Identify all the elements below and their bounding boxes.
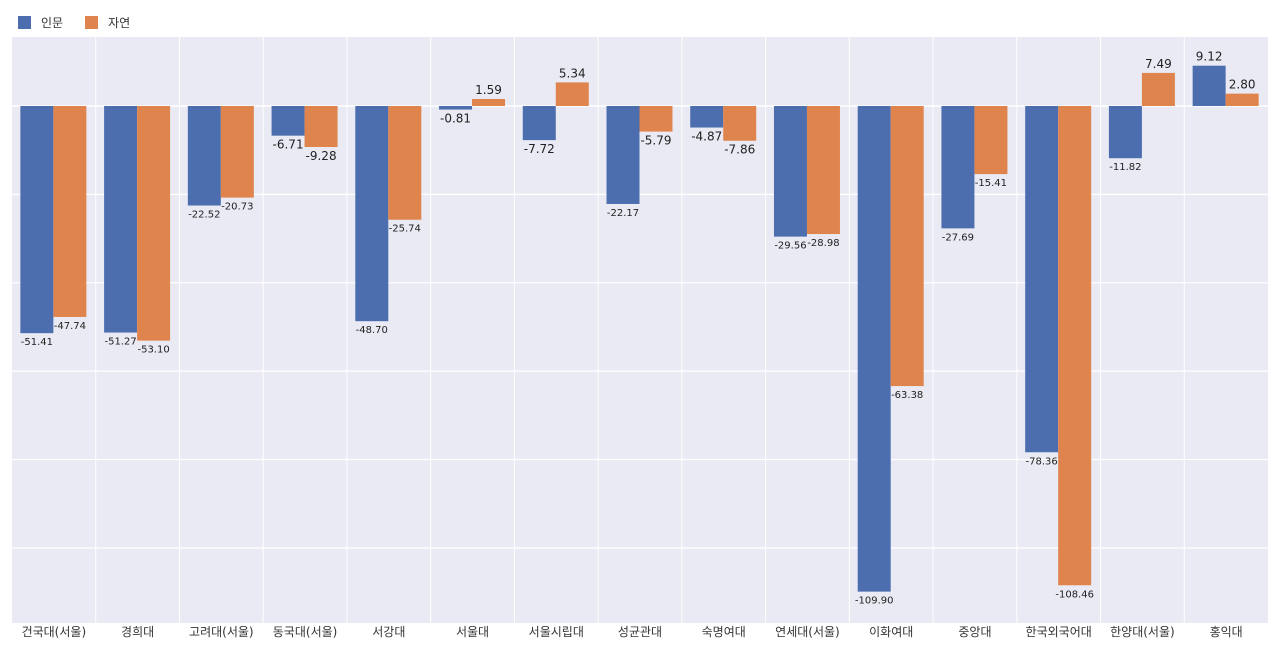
category-label: 동국대(서울) [273,625,338,639]
bar-humanities[interactable] [20,106,54,334]
data-label: -63.38 [891,390,923,401]
data-label: -22.17 [607,208,639,219]
data-label: -28.98 [807,238,839,249]
data-label: -7.72 [524,142,555,156]
data-label: -29.56 [774,241,806,252]
bar-natural-sciences[interactable] [974,106,1008,175]
category-label: 한양대(서울) [1110,625,1175,639]
data-label: -53.10 [137,345,169,356]
data-label: -25.74 [389,224,421,235]
bar-humanities[interactable] [355,106,389,322]
data-label: -15.41 [975,178,1007,189]
bar-natural-sciences[interactable] [890,106,924,387]
bar-humanities[interactable] [1192,65,1226,106]
category-label: 연세대(서울) [775,625,840,639]
category-label: 서울시립대 [529,625,584,639]
data-label: -51.27 [104,337,136,348]
bar-natural-sciences[interactable] [1141,72,1175,106]
bar-humanities[interactable] [690,106,724,128]
bar-humanities[interactable] [1108,106,1142,159]
legend-label-natural-sciences: 자연 [108,16,131,30]
data-label: -20.73 [221,202,253,213]
data-label: -0.81 [440,112,471,126]
data-label: -27.69 [942,232,974,243]
data-label: 1.59 [475,83,502,97]
category-label: 서강대 [372,625,405,639]
data-label: -51.41 [21,337,53,348]
bar-natural-sciences[interactable] [1225,93,1259,106]
data-label: -9.28 [306,149,337,163]
data-label: -48.70 [356,325,388,336]
bar-natural-sciences[interactable] [388,106,422,220]
bar-natural-sciences[interactable] [472,98,506,106]
bar-humanities[interactable] [606,106,640,204]
bar-natural-sciences[interactable] [220,106,254,198]
bar-natural-sciences[interactable] [304,106,338,148]
bar-natural-sciences[interactable] [137,106,171,341]
data-label: -78.36 [1026,456,1058,467]
bar-humanities[interactable] [439,106,473,110]
data-label: 7.49 [1145,57,1172,71]
data-label: -5.79 [640,134,671,148]
data-label: -47.74 [54,321,86,332]
legend-label-humanities: 인문 [41,16,64,30]
bar-humanities[interactable] [522,106,556,141]
legend: 인문 자연 [18,14,152,31]
category-label: 홍익대 [1210,625,1243,639]
bar-natural-sciences[interactable] [1058,106,1092,586]
legend-item-humanities[interactable]: 인문 [18,14,63,31]
legend-swatch-natural-sciences [85,16,99,29]
bar-natural-sciences[interactable] [723,106,757,141]
legend-swatch-humanities [18,16,31,29]
category-label: 중앙대 [958,625,991,639]
bar-humanities[interactable] [941,106,975,229]
category-label: 건국대(서울) [22,625,87,639]
category-label: 성균관대 [618,625,662,639]
data-label: 2.80 [1229,78,1256,92]
bar-humanities[interactable] [271,106,305,136]
bar-natural-sciences[interactable] [806,106,840,235]
bar-natural-sciences[interactable] [555,82,589,106]
data-label: 9.12 [1196,50,1223,64]
category-label: 이화여대 [869,625,913,639]
category-label: 서울대 [456,625,489,639]
data-label: -4.87 [691,130,722,144]
category-label: 고려대(서울) [189,625,254,639]
bar-humanities[interactable] [187,106,221,206]
bar-natural-sciences[interactable] [53,106,87,317]
data-label: -6.71 [273,138,304,152]
bar-natural-sciences[interactable] [639,106,673,132]
bar-humanities[interactable] [857,106,891,592]
data-label: -109.90 [855,596,894,607]
data-label: -7.86 [724,143,755,157]
bar-humanities[interactable] [104,106,138,333]
bar-humanities[interactable] [773,106,807,237]
category-label: 경희대 [121,625,154,639]
bar-humanities[interactable] [1025,106,1059,453]
legend-item-natural-sciences[interactable]: 자연 [85,14,130,31]
data-label: 5.34 [559,66,586,80]
category-label: 숙명여대 [702,625,746,639]
data-label: -22.52 [188,210,220,221]
data-label: -108.46 [1055,589,1094,600]
category-label: 한국외국어대 [1026,625,1092,639]
data-label: -11.82 [1109,162,1141,173]
